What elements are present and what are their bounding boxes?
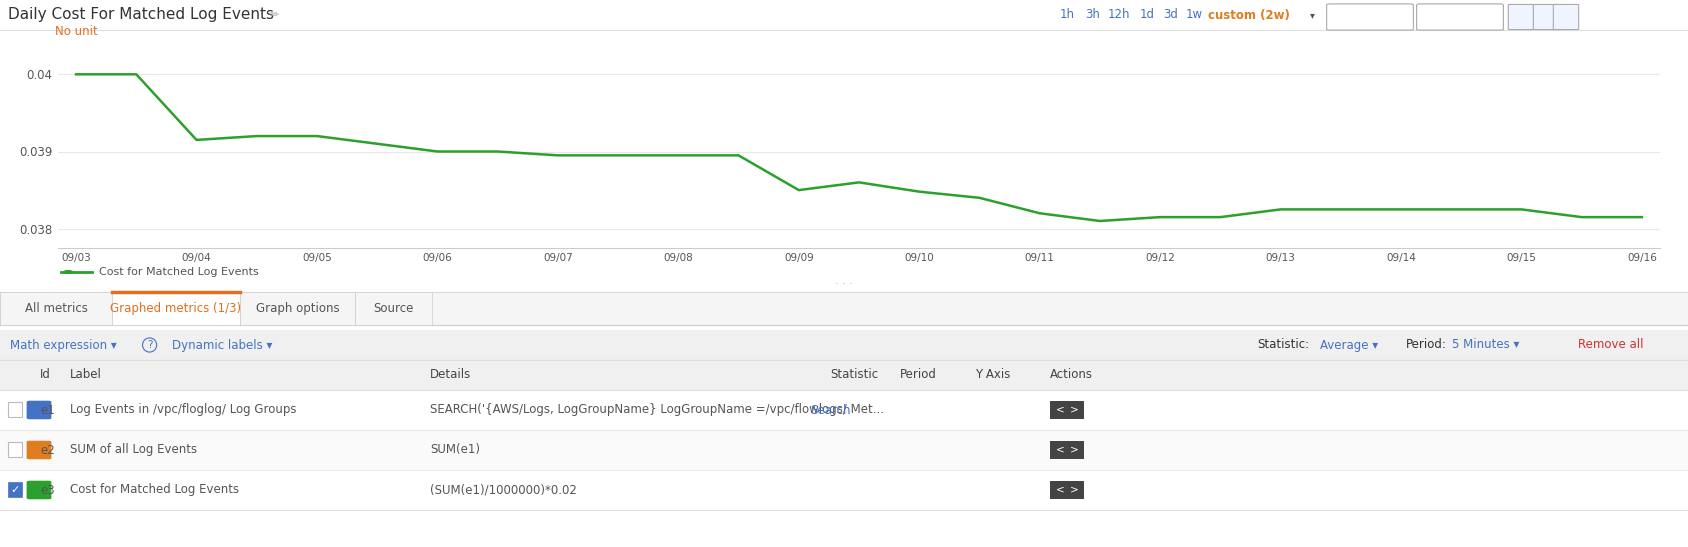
Text: Actions: Actions <box>1050 369 1094 381</box>
Text: ✏: ✏ <box>270 10 280 20</box>
Text: custom (2w): custom (2w) <box>1209 9 1290 21</box>
Text: SUM(e1): SUM(e1) <box>430 444 479 457</box>
Text: Source: Source <box>373 302 414 315</box>
Text: 3h: 3h <box>1085 9 1101 21</box>
Text: · · ·: · · · <box>836 279 852 289</box>
Text: Cost for Matched Log Events: Cost for Matched Log Events <box>69 484 240 497</box>
Text: ✓: ✓ <box>10 485 20 495</box>
Text: Y Axis: Y Axis <box>976 369 1011 381</box>
Text: >: > <box>1070 445 1079 455</box>
Text: 1h: 1h <box>1060 9 1075 21</box>
Text: SUM of all Log Events: SUM of all Log Events <box>69 444 197 457</box>
Text: 1d: 1d <box>1139 9 1155 21</box>
Text: ?: ? <box>1563 12 1568 22</box>
Text: Period:: Period: <box>1406 339 1447 352</box>
Text: ?: ? <box>147 340 152 350</box>
Text: No unit: No unit <box>54 25 98 38</box>
Text: <: < <box>1057 485 1065 495</box>
Text: ▼: ▼ <box>1482 13 1489 21</box>
Text: Dynamic labels ▾: Dynamic labels ▾ <box>172 339 272 352</box>
Text: 5 Minutes ▾: 5 Minutes ▾ <box>1452 339 1519 352</box>
Text: e1: e1 <box>41 404 54 416</box>
Text: Log Events in /vpc/floglog/ Log Groups: Log Events in /vpc/floglog/ Log Groups <box>69 404 297 416</box>
Text: Graphed metrics (1/3): Graphed metrics (1/3) <box>110 302 241 315</box>
Text: <: < <box>1057 445 1065 455</box>
Text: Remove all: Remove all <box>1578 339 1644 352</box>
Text: All metrics: All metrics <box>25 302 88 315</box>
Text: Actions: Actions <box>1430 10 1472 24</box>
Text: ↻: ↻ <box>1516 12 1526 22</box>
Text: Id: Id <box>41 369 51 381</box>
Text: >: > <box>1070 405 1079 415</box>
Text: ▼: ▼ <box>1541 12 1550 22</box>
Text: Cost for Matched Log Events: Cost for Matched Log Events <box>98 267 258 277</box>
Text: ▼: ▼ <box>1393 13 1399 21</box>
Text: Statistic: Statistic <box>830 369 878 381</box>
Text: e3: e3 <box>41 484 54 497</box>
Text: ▾: ▾ <box>1310 10 1315 20</box>
Text: <: < <box>1057 405 1065 415</box>
Text: Graph options: Graph options <box>255 302 339 315</box>
Text: >: > <box>1070 485 1079 495</box>
Text: 12h: 12h <box>1107 9 1131 21</box>
Text: Average ▾: Average ▾ <box>1320 339 1377 352</box>
Text: SEARCH('{AWS/Logs, LogGroupName} LogGroupName =/vpc/flowlogs/ Met...: SEARCH('{AWS/Logs, LogGroupName} LogGrou… <box>430 404 885 416</box>
Text: Details: Details <box>430 369 471 381</box>
Text: Statistic:: Statistic: <box>1258 339 1310 352</box>
Text: 1w: 1w <box>1187 9 1204 21</box>
Text: e2: e2 <box>41 444 54 457</box>
Text: Daily Cost For Matched Log Events: Daily Cost For Matched Log Events <box>8 8 275 22</box>
Text: Period: Period <box>900 369 937 381</box>
Text: 3d: 3d <box>1163 9 1178 21</box>
Text: Line: Line <box>1345 10 1371 24</box>
Text: Search: Search <box>810 404 851 416</box>
Text: Label: Label <box>69 369 101 381</box>
Text: Math expression ▾: Math expression ▾ <box>10 339 116 352</box>
Text: (SUM(e1)/1000000)*0.02: (SUM(e1)/1000000)*0.02 <box>430 484 577 497</box>
